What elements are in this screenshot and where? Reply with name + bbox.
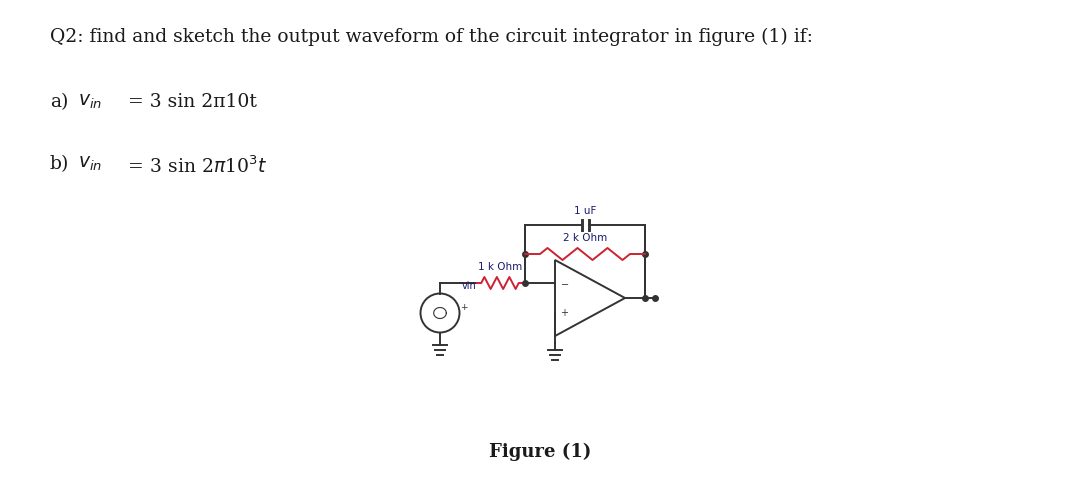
Text: $-$: $-$ [561, 278, 569, 288]
Text: Q2: find and sketch the output waveform of the circuit integrator in figure (1) : Q2: find and sketch the output waveform … [50, 28, 813, 46]
Text: 1 uF: 1 uF [573, 206, 596, 216]
Text: Figure (1): Figure (1) [489, 443, 591, 461]
Text: a): a) [50, 93, 68, 111]
Text: $v_{in}$: $v_{in}$ [78, 155, 103, 173]
Text: $+$: $+$ [561, 308, 569, 318]
Text: b): b) [50, 155, 69, 173]
Text: +: + [460, 302, 468, 312]
Text: vin: vin [462, 281, 476, 291]
Text: = 3 sin 2$\pi$10$^3$$t$: = 3 sin 2$\pi$10$^3$$t$ [122, 155, 267, 176]
Text: 1 k Ohm: 1 k Ohm [477, 262, 522, 272]
Text: = 3 sin 2π10t: = 3 sin 2π10t [122, 93, 257, 111]
Text: $v_{in}$: $v_{in}$ [78, 93, 103, 111]
Text: 2 k Ohm: 2 k Ohm [563, 233, 607, 243]
